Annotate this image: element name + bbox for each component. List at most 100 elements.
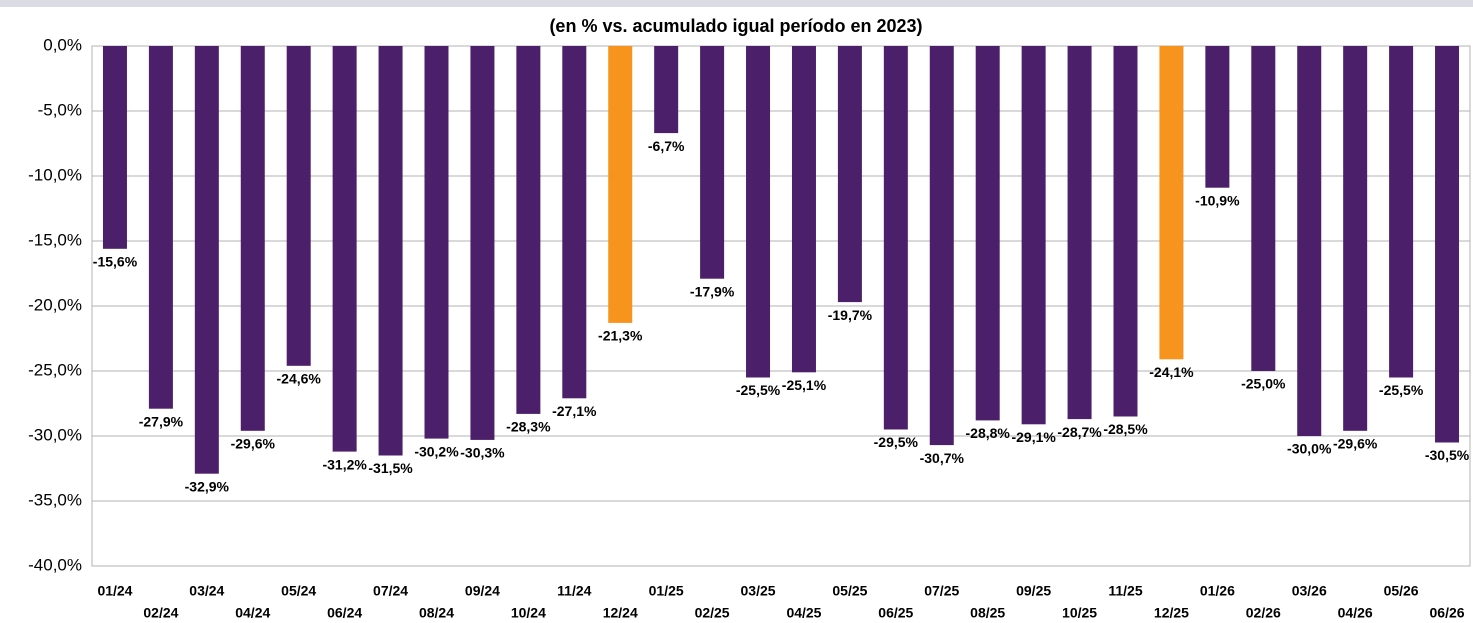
x-tick-label: 12/25 <box>1154 605 1189 621</box>
bar <box>102 46 127 249</box>
x-tick-label: 10/25 <box>1062 605 1097 621</box>
x-tick-label: 05/26 <box>1384 583 1419 599</box>
x-tick-label: 03/24 <box>189 583 224 599</box>
value-label: -15,6% <box>93 254 138 270</box>
x-tick-label: 04/24 <box>235 605 270 621</box>
value-label: -17,9% <box>690 283 735 299</box>
bar <box>929 46 954 446</box>
x-tick-label: 09/25 <box>1016 583 1051 599</box>
bar <box>791 46 816 373</box>
x-tick-label: 03/26 <box>1292 583 1327 599</box>
bar <box>837 46 862 303</box>
bar <box>240 46 265 431</box>
x-tick-label: 06/26 <box>1430 605 1465 621</box>
y-tick-label: -5,0% <box>38 100 82 119</box>
y-tick-label: -25,0% <box>28 360 82 379</box>
x-tick-label: 01/25 <box>649 583 684 599</box>
y-tick-label: -30,0% <box>28 425 82 444</box>
bar <box>424 46 449 439</box>
value-label: -24,1% <box>1149 364 1194 380</box>
x-tick-label: 04/25 <box>786 605 821 621</box>
x-tick-label: 04/26 <box>1338 605 1373 621</box>
plot-border <box>91 45 1471 567</box>
x-tick-label: 08/24 <box>419 605 454 621</box>
chart-title: (en % vs. acumulado igual período en 202… <box>549 16 922 36</box>
bar <box>608 46 633 323</box>
value-label: -25,1% <box>782 377 827 393</box>
bar <box>1205 46 1230 188</box>
bar <box>332 46 357 452</box>
x-tick-label: 01/26 <box>1200 583 1235 599</box>
x-tick-label: 07/24 <box>373 583 408 599</box>
bar <box>194 46 219 474</box>
value-label: -30,0% <box>1287 441 1332 457</box>
value-label: -29,6% <box>1333 436 1378 452</box>
x-tick-label: 02/26 <box>1246 605 1281 621</box>
x-tick-label: 05/24 <box>281 583 316 599</box>
x-tick-label: 02/25 <box>695 605 730 621</box>
top-strip <box>0 0 1473 7</box>
y-tick-label: -40,0% <box>28 555 82 574</box>
x-tick-label: 11/24 <box>557 583 591 599</box>
bar <box>1067 46 1092 420</box>
value-label: -28,7% <box>1057 424 1102 440</box>
bar <box>1021 46 1046 425</box>
value-label: -31,5% <box>368 460 413 476</box>
x-tick-label: 09/24 <box>465 583 500 599</box>
y-tick-label: -35,0% <box>28 490 82 509</box>
value-label: -28,8% <box>966 425 1011 441</box>
bar <box>975 46 1000 421</box>
value-label: -6,7% <box>648 138 685 154</box>
value-label: -29,5% <box>874 434 919 450</box>
value-label: -30,7% <box>920 450 965 466</box>
value-label: -28,5% <box>1103 421 1148 437</box>
value-label: -24,6% <box>277 371 322 387</box>
x-tick-label: 08/25 <box>970 605 1005 621</box>
bar <box>1159 46 1184 360</box>
bar <box>378 46 403 456</box>
bar <box>1251 46 1276 371</box>
value-label: -30,3% <box>460 445 505 461</box>
x-tick-label: 11/25 <box>1108 583 1142 599</box>
x-tick-label: 01/24 <box>97 583 132 599</box>
x-tick-label: 07/25 <box>924 583 959 599</box>
value-label: -19,7% <box>828 307 873 323</box>
value-label: -21,3% <box>598 328 643 344</box>
value-label: -25,5% <box>736 382 781 398</box>
value-label: -28,3% <box>506 419 551 435</box>
bar <box>516 46 541 414</box>
value-label: -25,0% <box>1241 376 1286 392</box>
value-label: -30,5% <box>1425 447 1470 463</box>
bar <box>1113 46 1138 417</box>
bar <box>1435 46 1460 443</box>
value-label: -27,1% <box>552 403 597 419</box>
value-label: -29,1% <box>1011 429 1056 445</box>
bar <box>700 46 725 279</box>
y-tick-label: 0,0% <box>43 35 82 54</box>
value-label: -25,5% <box>1379 382 1424 398</box>
value-label: -10,9% <box>1195 192 1240 208</box>
value-label: -27,9% <box>139 413 184 429</box>
x-tick-label: 06/24 <box>327 605 362 621</box>
bar <box>746 46 771 378</box>
bar <box>883 46 908 430</box>
value-label: -29,6% <box>231 436 276 452</box>
bar <box>562 46 587 399</box>
y-tick-label: -20,0% <box>28 295 82 314</box>
x-tick-label: 10/24 <box>511 605 546 621</box>
bar <box>1343 46 1368 431</box>
value-label: -30,2% <box>414 443 459 459</box>
bar <box>1389 46 1414 378</box>
value-label: -32,9% <box>185 478 230 494</box>
x-tick-label: 02/24 <box>143 605 178 621</box>
x-tick-label: 03/25 <box>741 583 776 599</box>
value-label: -31,2% <box>322 456 367 472</box>
y-tick-label: -10,0% <box>28 165 82 184</box>
x-tick-label: 05/25 <box>832 583 867 599</box>
bar <box>1297 46 1322 436</box>
x-tick-label: 12/24 <box>603 605 638 621</box>
bar <box>654 46 679 134</box>
bar <box>470 46 495 440</box>
bar <box>286 46 311 366</box>
